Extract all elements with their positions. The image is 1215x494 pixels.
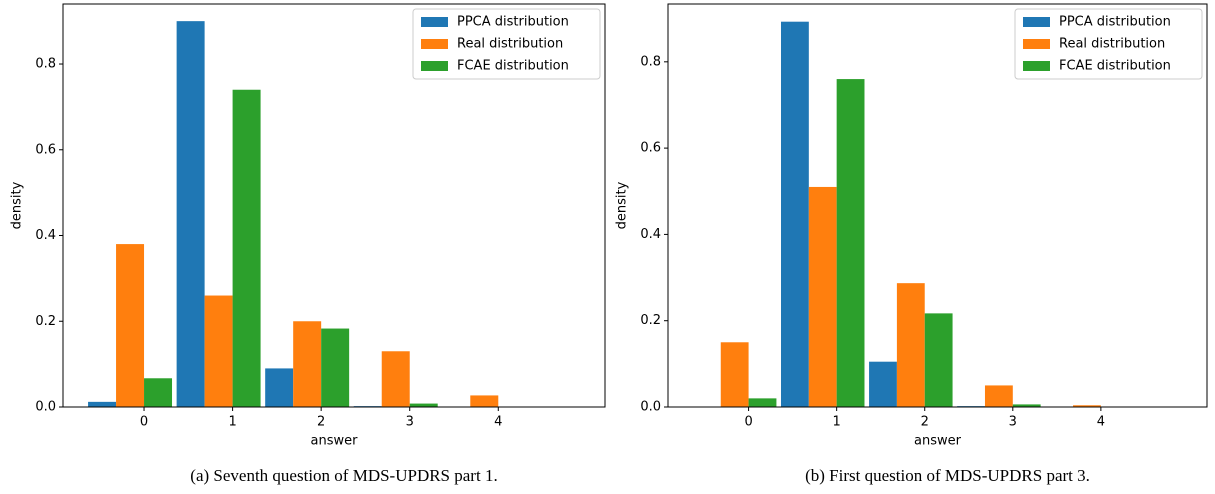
- bar: [409, 403, 438, 407]
- y-axis-label: density: [615, 181, 630, 229]
- bar: [381, 351, 410, 407]
- legend: PPCA distribution Real distribution FCAE d…: [412, 8, 601, 80]
- bar: [896, 283, 925, 407]
- legend-label: FCAE distribution: [457, 59, 569, 74]
- bar: [204, 295, 233, 407]
- x-tick-label: 3: [406, 415, 414, 430]
- bar: [984, 385, 1013, 407]
- bar: [1073, 405, 1101, 407]
- bar: [924, 313, 953, 407]
- y-tick-label: 0.4: [640, 227, 661, 242]
- bar: [176, 21, 205, 408]
- y-tick-label: 0.6: [640, 141, 661, 156]
- legend: PPCA distribution Real distribution FCAE d…: [1014, 8, 1203, 80]
- bar: [144, 378, 173, 407]
- legend-box: [412, 8, 601, 80]
- y-tick-label: 0.8: [640, 54, 661, 69]
- y-tick-label: 0.0: [35, 400, 56, 415]
- bar: [470, 395, 499, 407]
- y-tick-label: 0.6: [35, 142, 56, 157]
- x-tick-label: 3: [1009, 415, 1017, 430]
- legend-swatch: [421, 61, 448, 71]
- x-tick-label: 4: [1097, 415, 1105, 430]
- x-tick-label: 4: [494, 415, 502, 430]
- bar: [836, 79, 865, 407]
- bar: [88, 401, 117, 407]
- legend-label: PPCA distribution: [457, 15, 569, 30]
- bar: [780, 21, 809, 407]
- legend-swatch: [421, 39, 448, 49]
- y-tick-label: 0.0: [640, 400, 661, 415]
- legend-label: FCAE distribution: [1059, 59, 1171, 74]
- bar: [293, 321, 322, 407]
- bar: [808, 186, 837, 407]
- bar: [1012, 404, 1041, 407]
- bar: [232, 89, 261, 407]
- legend-swatch: [421, 17, 448, 27]
- x-tick-label: 2: [317, 415, 325, 430]
- x-tick-label: 2: [921, 415, 929, 430]
- x-tick-label: 1: [833, 415, 841, 430]
- legend-label: PPCA distribution: [1059, 15, 1171, 30]
- bar: [869, 361, 897, 407]
- legend-box: [1014, 8, 1203, 80]
- x-tick-label: 0: [140, 415, 148, 430]
- plot-frame: [667, 3, 1208, 408]
- caption: (a) Seventh question of MDS-UPDRS part 1…: [190, 466, 497, 485]
- bar: [720, 342, 749, 407]
- legend-label: Real distribution: [1059, 37, 1165, 52]
- bar: [748, 398, 777, 407]
- plot-frame: [62, 3, 606, 408]
- y-axis-label: density: [10, 181, 25, 229]
- y-tick-label: 0.8: [35, 57, 56, 72]
- legend-swatch: [1023, 61, 1050, 71]
- y-tick-label: 0.4: [35, 228, 56, 243]
- x-axis-label: answer: [311, 434, 359, 449]
- caption: (b) First question of MDS-UPDRS part 3.: [805, 466, 1090, 485]
- legend-swatch: [1023, 17, 1050, 27]
- x-tick-label: 0: [744, 415, 752, 430]
- y-tick-label: 0.2: [640, 313, 661, 328]
- bar: [265, 368, 294, 407]
- bar: [321, 328, 350, 407]
- y-tick-label: 0.2: [35, 314, 56, 329]
- x-axis-label: answer: [914, 434, 962, 449]
- legend-label: Real distribution: [457, 37, 563, 52]
- bar: [116, 244, 145, 407]
- legend-swatch: [1023, 39, 1050, 49]
- x-tick-label: 1: [228, 415, 236, 430]
